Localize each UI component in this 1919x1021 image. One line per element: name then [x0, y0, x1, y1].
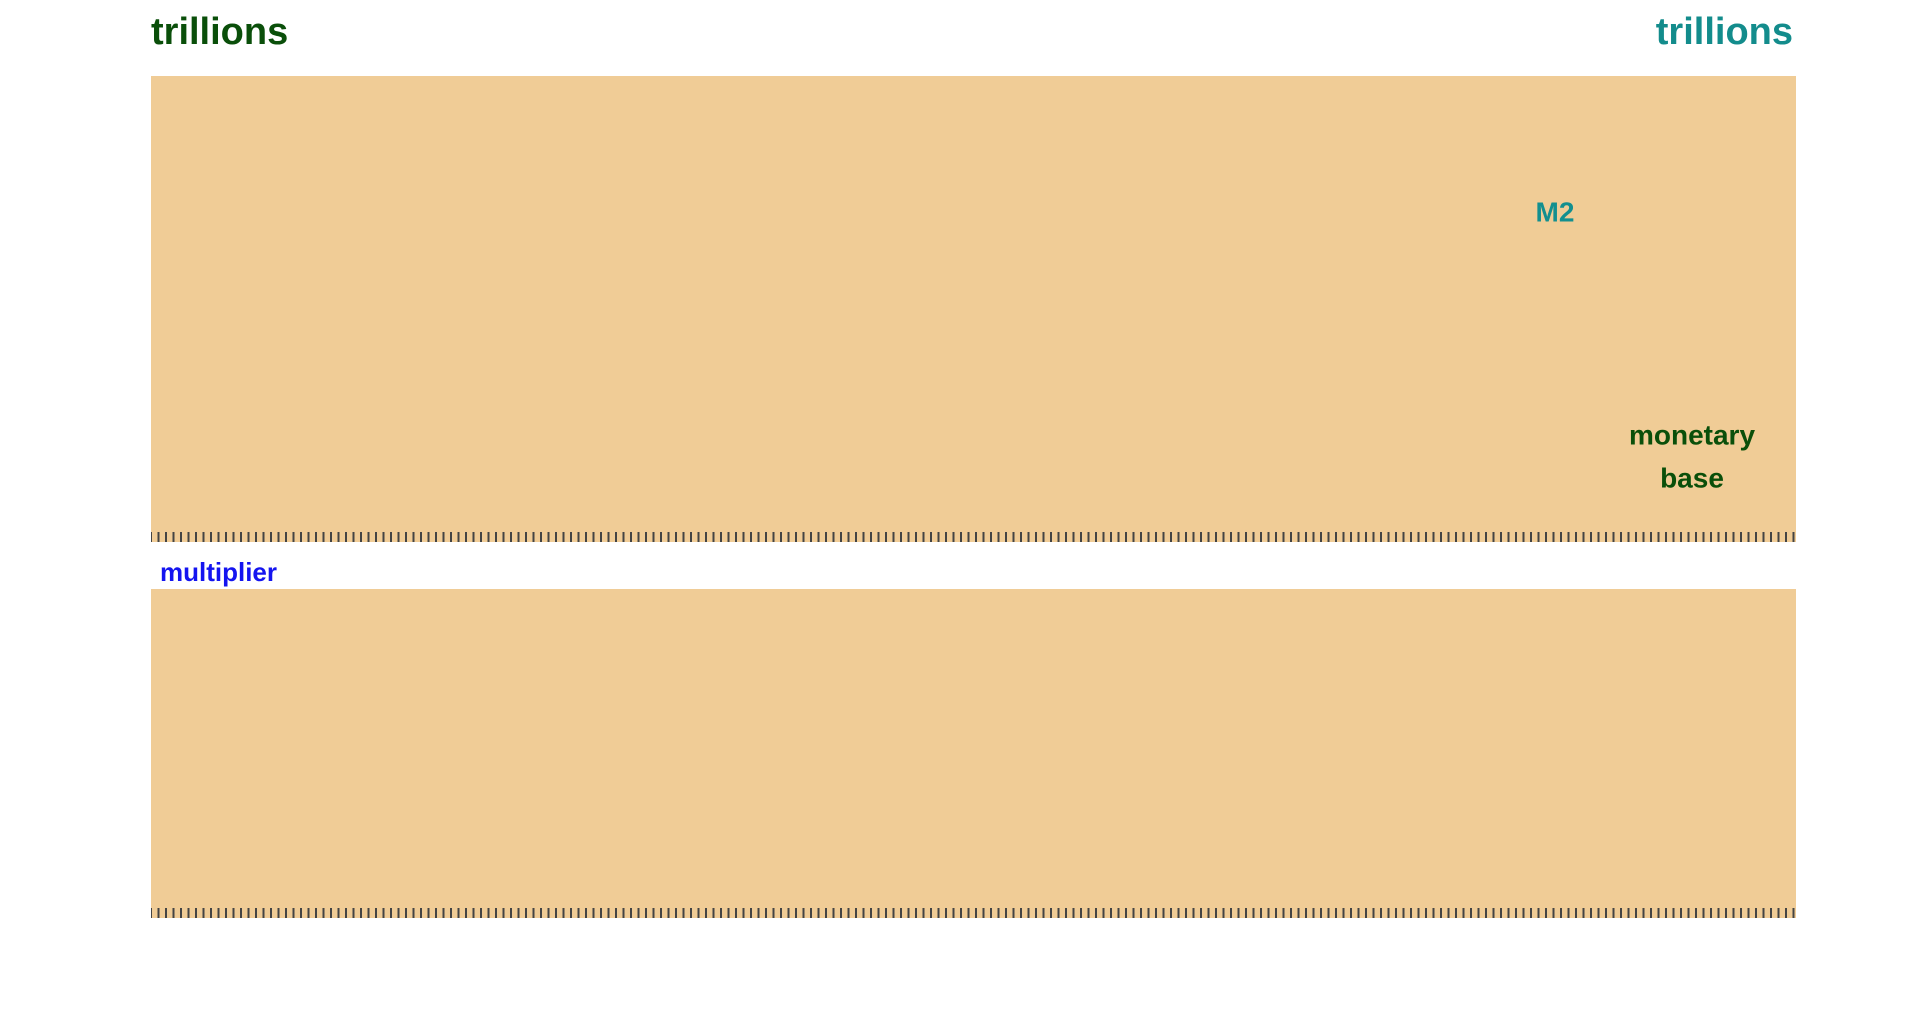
plot-area [151, 76, 1796, 542]
minor-ticks [151, 532, 1796, 542]
series-label: multiplier [160, 557, 277, 587]
series-label: M2 [1536, 196, 1575, 227]
y-axis-label: trillions [151, 11, 288, 53]
plot-area [151, 589, 1796, 918]
minor-ticks [151, 908, 1796, 918]
series-label: monetary [1629, 419, 1755, 450]
series-label: base [1660, 462, 1724, 493]
y2-axis-label: trillions [1656, 11, 1793, 53]
